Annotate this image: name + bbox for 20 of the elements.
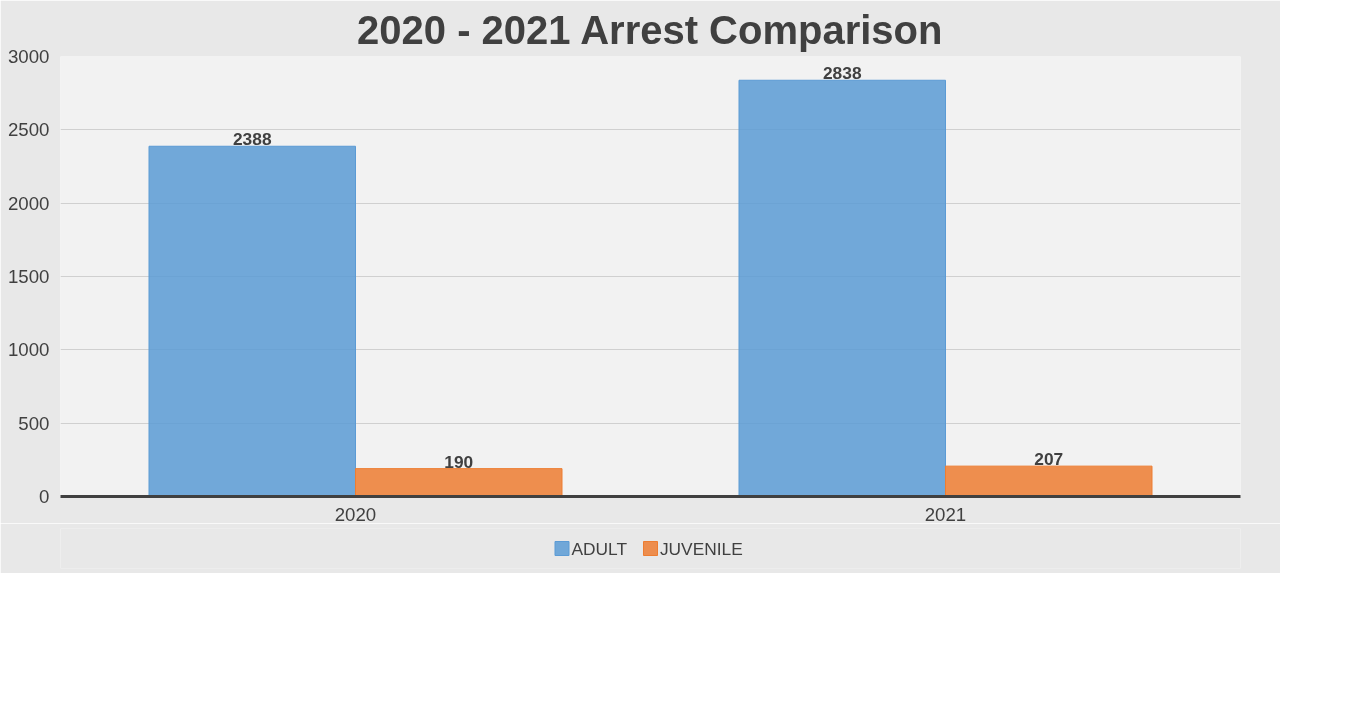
x-tick-label: 2020 (334, 503, 377, 525)
data-label: 207 (1034, 449, 1064, 470)
y-tick-label: 1500 (8, 266, 50, 287)
legend-label: JUVENILE (659, 538, 743, 559)
data-label: 2388 (232, 129, 272, 150)
bar (148, 145, 356, 497)
y-tick-label: 2500 (8, 119, 50, 141)
bar (945, 465, 1153, 497)
bar (355, 468, 563, 497)
data-label: 2838 (822, 63, 862, 84)
chart-title: 2020 - 2021 Arrest Comparison (357, 7, 943, 52)
y-tick-label: 2000 (8, 192, 50, 214)
data-label: 190 (444, 451, 474, 472)
x-tick-label: 2021 (924, 503, 967, 525)
y-tick-label: 500 (18, 412, 50, 434)
y-tick-label: 1000 (8, 339, 50, 361)
bar (738, 79, 946, 497)
legend-label: ADULT (571, 538, 628, 559)
y-tick-label: 0 (39, 486, 50, 507)
y-tick-label: 3000 (8, 46, 50, 67)
